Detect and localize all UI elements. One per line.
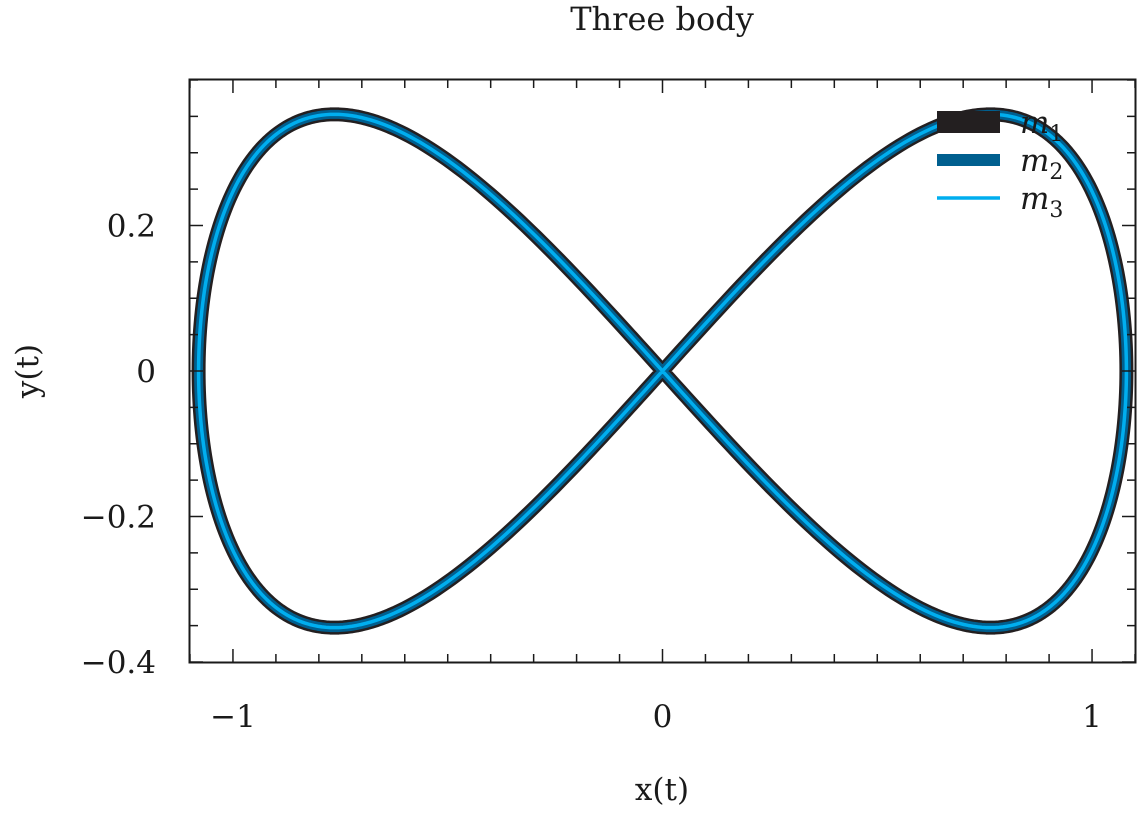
y-tick-label: −0.2 — [81, 500, 156, 536]
x-axis-label: x(t) — [635, 772, 689, 808]
legend-label-m1: m1 — [1020, 105, 1063, 147]
plot-series-group — [191, 107, 1134, 635]
x-tick-label: 1 — [1082, 699, 1102, 735]
x-tick-label: 0 — [653, 699, 673, 735]
legend-label-m2: m2 — [1020, 143, 1063, 185]
tick-labels: −1 0 1 −0.4 −0.2 0 0.2 — [81, 209, 1102, 736]
legend-label-m3: m3 — [1020, 181, 1063, 223]
x-tick-label: −1 — [210, 699, 256, 735]
y-tick-label: 0.2 — [107, 209, 156, 245]
y-tick-label: −0.4 — [81, 645, 156, 681]
plot-frame — [188, 78, 1137, 664]
axis-ticks — [189, 79, 1136, 663]
series-line-m3 — [196, 112, 1129, 630]
y-tick-label: 0 — [136, 354, 156, 390]
y-axis-label: y(t) — [10, 344, 46, 399]
chart-title: Three body — [570, 0, 754, 38]
